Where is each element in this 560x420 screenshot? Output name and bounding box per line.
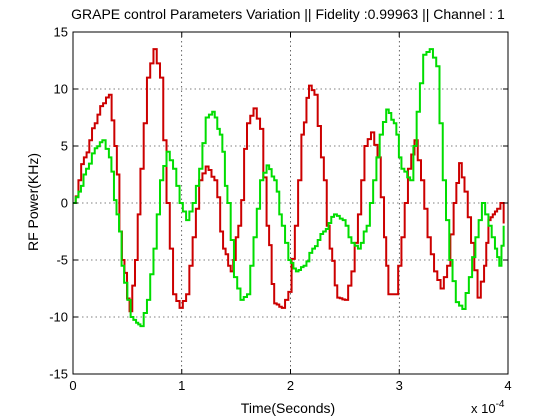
plot-area: 0 1 2 3 4 -15 -10 -5 0 5 10 15 <box>49 25 511 394</box>
x-tick-labels: 0 1 2 3 4 <box>69 378 511 393</box>
y-tick-label: -10 <box>49 310 68 325</box>
y-tick-label: -15 <box>49 367 68 382</box>
x-multiplier-base: x 10 <box>471 401 496 416</box>
series-layer <box>73 48 505 328</box>
y-tick-label: 0 <box>61 196 68 211</box>
chart-title: GRAPE control Parameters Variation || Fi… <box>71 6 505 22</box>
x-tick-label: 4 <box>504 378 511 393</box>
x-tick-label: 3 <box>396 378 403 393</box>
x-axis-label: Time(Seconds) <box>241 400 335 416</box>
x-tick-label: 1 <box>178 378 185 393</box>
x-tick-label: 2 <box>287 378 294 393</box>
y-tick-label: 10 <box>54 82 68 97</box>
y-axis-label: RF Power(KHz) <box>25 153 41 251</box>
y-tick-labels: -15 -10 -5 0 5 10 15 <box>49 25 68 382</box>
series-line-2 <box>73 48 505 328</box>
x-tick-label: 0 <box>69 378 76 393</box>
x-multiplier-exponent: -4 <box>496 399 505 410</box>
y-tick-label: -5 <box>56 253 68 268</box>
y-tick-label: 5 <box>61 139 68 154</box>
ticks <box>72 31 509 375</box>
y-tick-label: 15 <box>54 25 68 40</box>
x-multiplier-label: x 10-4 <box>471 399 505 416</box>
series-line-1 <box>73 48 505 313</box>
